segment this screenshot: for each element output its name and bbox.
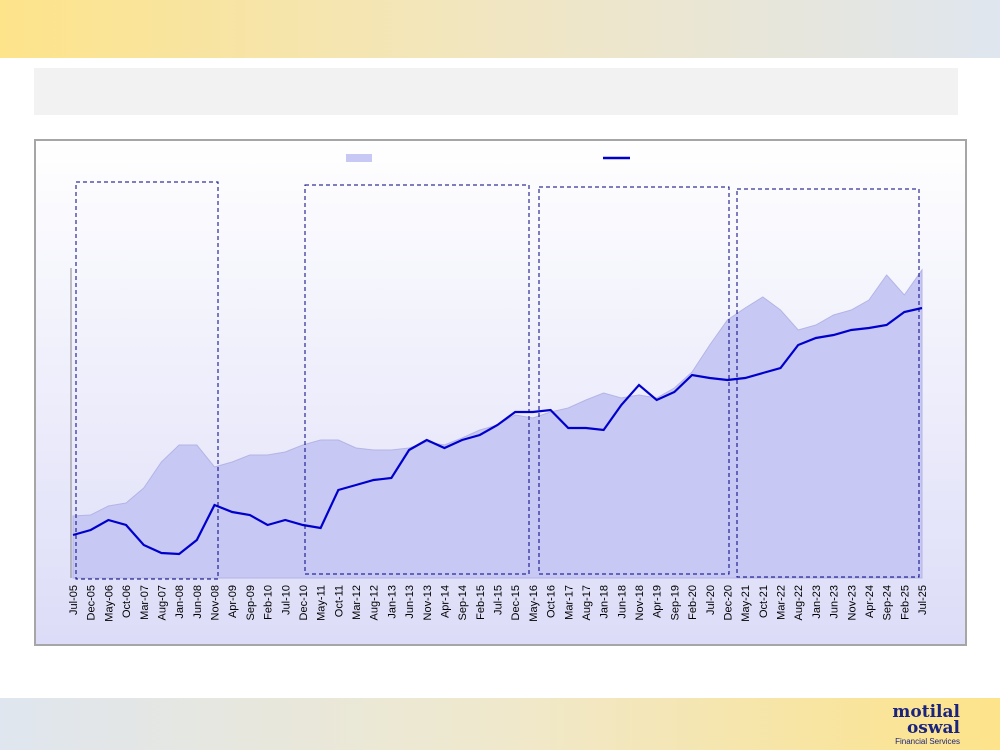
x-tick-label: Feb-20: [687, 585, 699, 620]
x-tick-label: Aug-07: [156, 585, 168, 620]
footer-band: [0, 698, 1000, 750]
x-tick-label: May-21: [740, 585, 752, 622]
logo-text: oswal: [906, 718, 960, 738]
x-tick-label: Apr-19: [652, 585, 664, 618]
period-box: [75, 181, 219, 580]
x-tick-label: Jul-15: [493, 585, 505, 615]
x-tick-label: Apr-09: [227, 585, 239, 618]
x-tick-label: Sep-24: [882, 585, 894, 620]
logo: motilal oswal Financial Services: [892, 704, 960, 748]
x-tick-label: Jun-13: [404, 585, 416, 619]
x-tick-label: Jul-10: [280, 585, 292, 615]
x-tick-label: Oct-06: [121, 585, 133, 618]
x-tick-label: Feb-15: [475, 585, 487, 620]
period-box: [736, 188, 920, 578]
x-tick-label: Apr-14: [439, 585, 451, 618]
x-tick-label: Nov-13: [422, 585, 434, 620]
logo-tagline: Financial Services: [895, 737, 960, 746]
x-tick-label: Dec-10: [298, 585, 310, 620]
x-tick-label: Jan-18: [599, 585, 611, 619]
x-tick-label: Feb-25: [899, 585, 911, 620]
x-tick-label: Jul-20: [705, 585, 717, 615]
x-tick-label: Nov-23: [846, 585, 858, 620]
x-tick-label: Mar-22: [776, 585, 788, 620]
legend-swatch: [346, 154, 372, 162]
x-tick-label: Oct-21: [758, 585, 770, 618]
x-tick-label: Mar-12: [351, 585, 363, 620]
x-tick-label: Apr-24: [864, 585, 876, 618]
x-tick-label: Oct-11: [333, 585, 345, 617]
x-tick-label: Jun-08: [192, 585, 204, 619]
x-tick-label: Nov-18: [634, 585, 646, 620]
x-tick-label: Jan-23: [811, 585, 823, 619]
x-tick-label: Mar-07: [139, 585, 151, 620]
x-tick-label: Sep-14: [457, 585, 469, 620]
x-tick-label: Nov-08: [210, 585, 222, 620]
x-tick-label: Jun-23: [829, 585, 841, 619]
x-tick-label: Jan-13: [386, 585, 398, 619]
area: [72, 268, 923, 579]
x-tick-label: May-11: [316, 585, 328, 621]
period-box: [538, 186, 730, 575]
line: [72, 306, 923, 556]
x-tick-label: Sep-19: [669, 585, 681, 620]
x-tick-label: Oct-16: [546, 585, 558, 618]
x-tick-label: Sep-09: [245, 585, 257, 620]
x-tick-label: Jun-18: [616, 585, 628, 619]
x-tick-label: Dec-15: [510, 585, 522, 620]
x-tick-label: Jan-08: [174, 585, 186, 619]
x-tick-label: Jul-05: [68, 585, 80, 615]
x-tick-label: Aug-17: [581, 585, 593, 620]
x-tick-label: Jul-25: [917, 585, 929, 615]
logo-text: motilal: [892, 702, 960, 722]
x-tick-label: May-06: [103, 585, 115, 622]
x-tick-label: Feb-10: [263, 585, 275, 620]
x-tick-label: Aug-12: [369, 585, 381, 620]
period-box: [304, 184, 530, 575]
x-tick-label: Mar-17: [563, 585, 575, 620]
x-tick-label: Aug-22: [793, 585, 805, 620]
header-band: [0, 0, 1000, 58]
x-tick-label: May-16: [528, 585, 540, 622]
x-tick-label: Dec-05: [86, 585, 98, 620]
title-bar: [34, 68, 958, 115]
x-tick-label: Dec-20: [722, 585, 734, 620]
